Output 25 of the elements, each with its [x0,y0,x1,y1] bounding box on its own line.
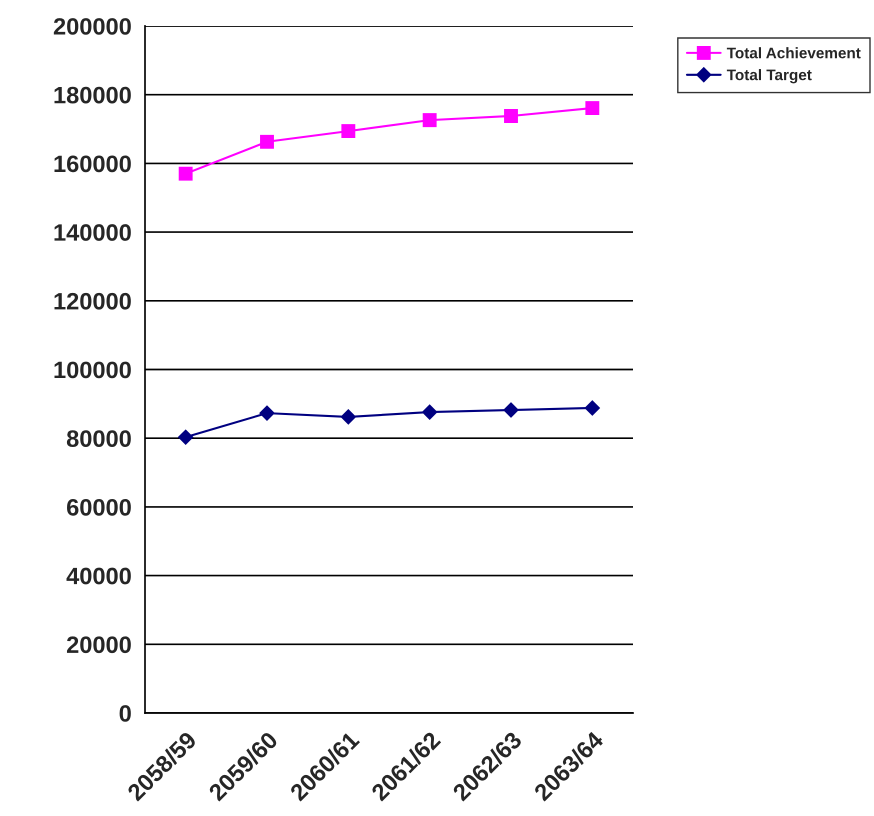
y-tick-label: 160000 [54,155,131,172]
y-tick-label: 140000 [54,224,131,241]
y-tick-label: 200000 [54,18,131,35]
point [178,166,193,181]
point [584,400,600,416]
y-tick-label: 60000 [67,498,131,516]
y-tick-label: 40000 [66,568,131,584]
y-tick-label: 100000 [54,362,131,378]
point [504,109,518,123]
point [422,404,438,420]
point [585,101,600,116]
y-tick-label: 20000 [66,636,131,654]
point [340,409,356,424]
legend-label: Total Achievement [726,47,861,58]
point [260,134,274,149]
point [178,430,194,445]
y-tick-label: 180000 [54,86,131,104]
y-tick-label: 80000 [66,430,131,447]
y-tick-label: 120000 [54,292,131,310]
point [503,402,519,418]
point [259,406,275,421]
point [422,113,437,128]
y-tick-label: 0 [120,705,131,722]
legend-label: Total Target [726,69,812,84]
point [341,124,356,138]
